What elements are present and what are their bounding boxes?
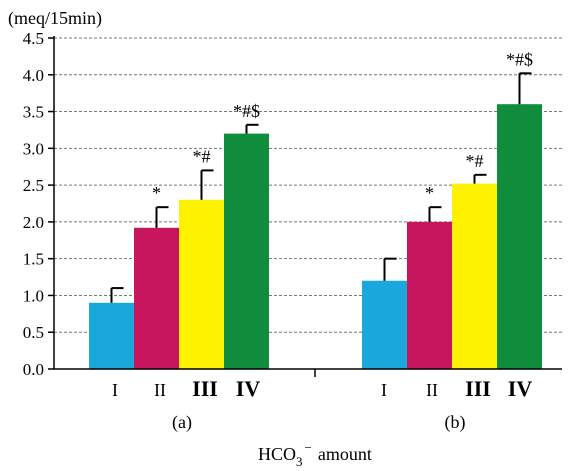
group-label: (b) [445, 412, 466, 433]
y-tick-label: 4.5 [23, 29, 44, 48]
x-category-label: II [426, 380, 438, 400]
y-tick-label: 2.5 [23, 176, 44, 195]
y-tick-label: 4.0 [23, 66, 44, 85]
y-tick-label: 0.5 [23, 323, 44, 342]
bar [407, 221, 452, 369]
group-label: (a) [172, 412, 192, 433]
x-category-label: III [465, 376, 491, 401]
y-tick-label: 2.0 [23, 213, 44, 232]
x-category-label: I [112, 380, 118, 400]
significance-label: *# [466, 151, 484, 171]
bar [179, 199, 224, 369]
significance-label: * [425, 183, 434, 203]
significance-label: *#$ [506, 49, 533, 69]
x-category-label: I [381, 380, 387, 400]
x-category-label: IV [236, 376, 261, 401]
bar [497, 104, 542, 369]
bar [452, 183, 497, 369]
y-tick-label: 3.0 [23, 139, 44, 158]
significance-label: *# [193, 146, 211, 166]
y-tick-label: 0.0 [23, 360, 44, 379]
y-tick-label: 1.5 [23, 250, 44, 269]
bar [134, 227, 179, 369]
y-tick-label: 3.5 [23, 103, 44, 122]
x-category-label: IV [508, 376, 533, 401]
y-unit-label: (meq/15min) [8, 8, 102, 29]
bar [362, 280, 407, 369]
significance-label: * [152, 183, 161, 203]
x-category-label: II [154, 380, 166, 400]
significance-label: *#$ [233, 101, 260, 121]
labels: 0.00.51.01.52.02.53.03.54.04.5I*II*#III*… [23, 29, 533, 433]
axes [48, 36, 562, 377]
x-category-label: III [192, 376, 218, 401]
x-axis-label: HCO3− amount [258, 440, 372, 469]
bar [224, 133, 269, 369]
bar [89, 302, 134, 369]
bars [89, 72, 542, 369]
y-tick-label: 1.0 [23, 286, 44, 305]
